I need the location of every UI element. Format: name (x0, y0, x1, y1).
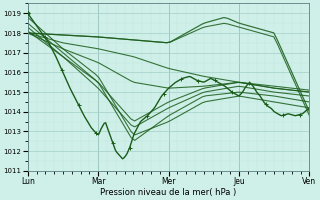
X-axis label: Pression niveau de la mer( hPa ): Pression niveau de la mer( hPa ) (100, 188, 237, 197)
